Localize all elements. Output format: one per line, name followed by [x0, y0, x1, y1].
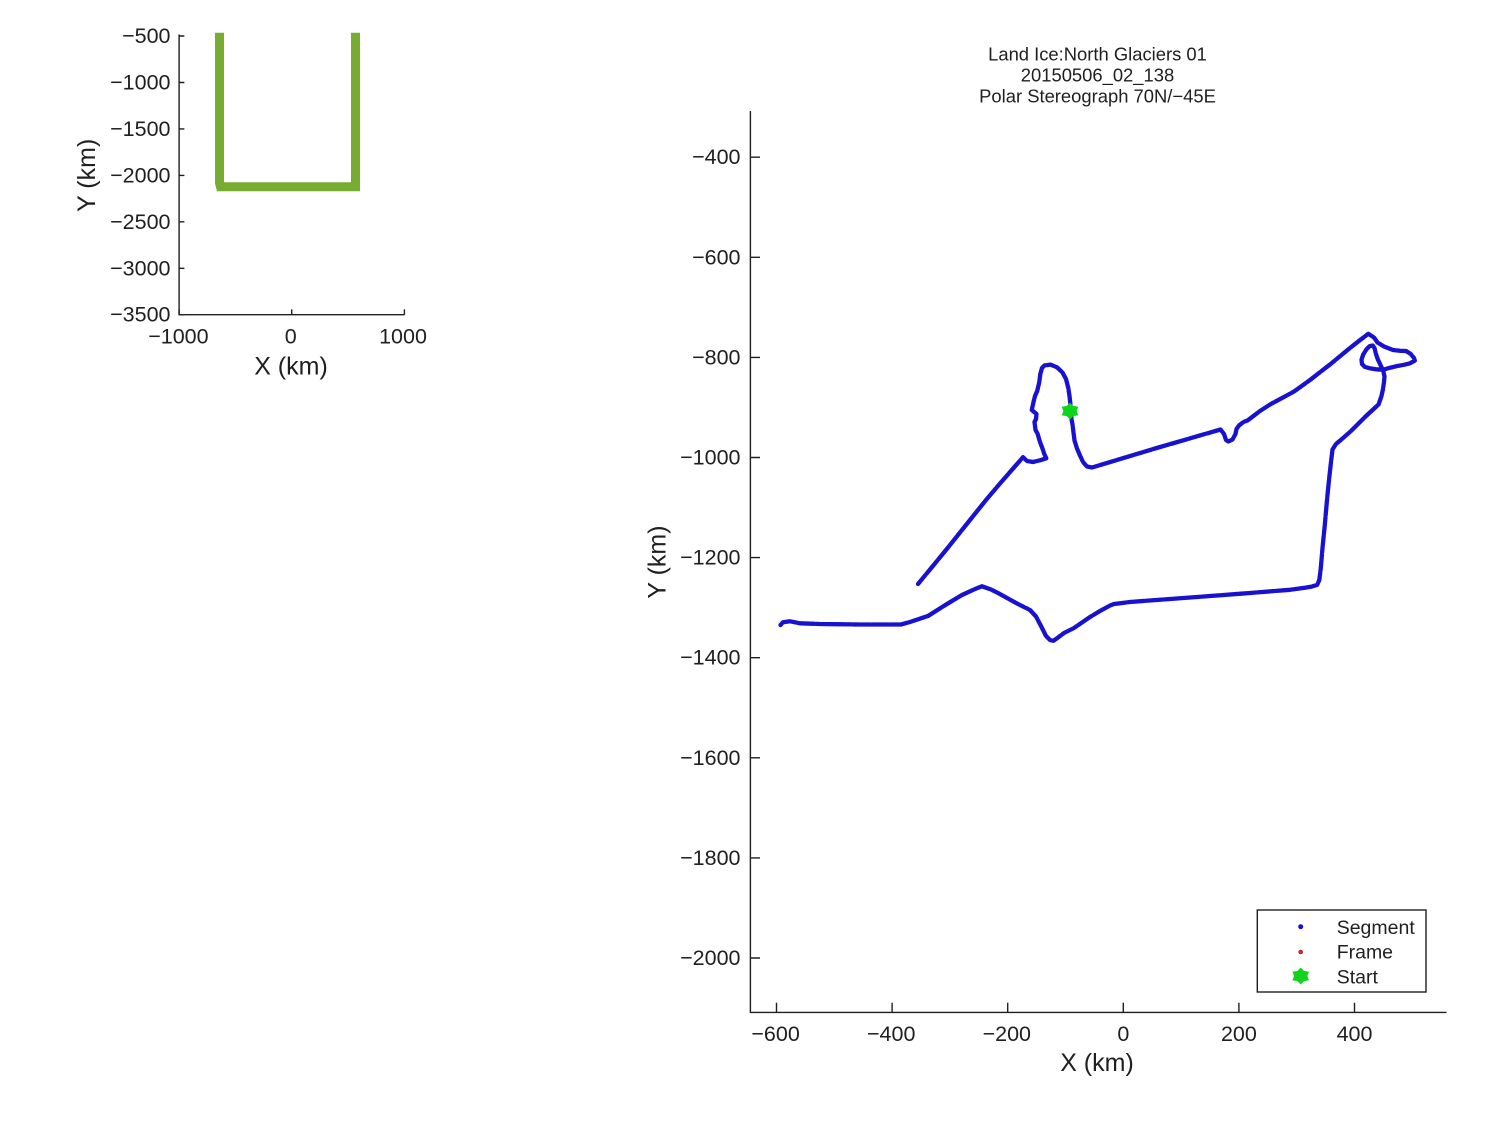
svg-text:−1200: −1200 [680, 546, 740, 570]
svg-text:−1400: −1400 [680, 646, 740, 670]
svg-text:Frame: Frame [1337, 942, 1393, 964]
svg-text:Y (km): Y (km) [644, 525, 672, 598]
svg-text:−1600: −1600 [680, 746, 740, 770]
svg-text:−1000: −1000 [110, 71, 170, 95]
svg-text:Segment: Segment [1337, 917, 1416, 939]
svg-text:−1500: −1500 [110, 117, 170, 141]
svg-text:0: 0 [1117, 1022, 1129, 1046]
svg-text:−400: −400 [867, 1022, 915, 1046]
svg-text:−400: −400 [692, 145, 740, 169]
svg-text:−2000: −2000 [110, 163, 170, 187]
svg-text:Start: Start [1337, 966, 1379, 988]
svg-text:Land Ice:North Glaciers 01: Land Ice:North Glaciers 01 [988, 43, 1207, 64]
svg-text:200: 200 [1221, 1022, 1257, 1046]
svg-text:0: 0 [285, 325, 297, 349]
svg-text:−600: −600 [692, 245, 740, 269]
svg-text:Y (km): Y (km) [73, 139, 101, 212]
svg-text:−500: −500 [122, 24, 170, 48]
svg-text:−600: −600 [751, 1022, 799, 1046]
svg-text:−3000: −3000 [110, 256, 170, 280]
svg-text:−800: −800 [692, 345, 740, 369]
svg-text:X (km): X (km) [1060, 1049, 1134, 1077]
svg-text:20150506_02_138: 20150506_02_138 [1021, 65, 1174, 87]
svg-text:1000: 1000 [379, 325, 427, 349]
svg-text:400: 400 [1337, 1022, 1373, 1046]
svg-text:−2500: −2500 [110, 210, 170, 234]
svg-text:−1800: −1800 [680, 846, 740, 870]
svg-text:−2000: −2000 [680, 946, 740, 970]
svg-text:X (km): X (km) [254, 352, 328, 380]
svg-text:−3500: −3500 [110, 303, 170, 327]
svg-text:−1000: −1000 [680, 446, 740, 470]
svg-text:−200: −200 [983, 1022, 1031, 1046]
svg-text:−1000: −1000 [148, 325, 208, 349]
svg-text:Polar Stereograph 70N/−45E: Polar Stereograph 70N/−45E [979, 86, 1216, 107]
